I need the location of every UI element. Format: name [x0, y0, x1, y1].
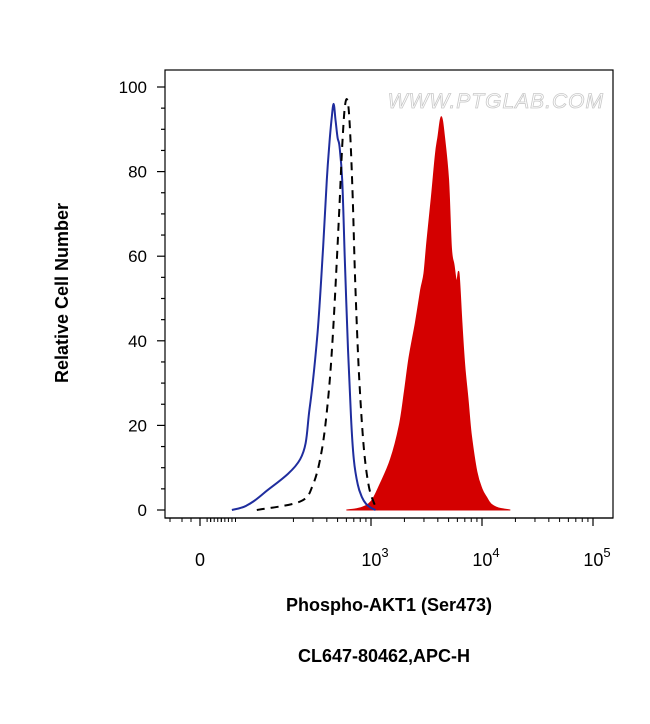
x-tick-label: 103: [361, 545, 388, 570]
y-tick-label: 100: [119, 78, 147, 97]
watermark: WWW.PTGLAB.COM: [388, 90, 604, 113]
x-tick-label: 105: [583, 545, 610, 570]
x-axis-label-2: CL647-80462,APC-H: [298, 646, 470, 666]
y-axis-label: Relative Cell Number: [52, 203, 72, 383]
y-tick-label: 0: [138, 501, 147, 520]
x-axis-label: Phospho-AKT1 (Ser473): [286, 595, 492, 615]
y-tick-label: 60: [128, 247, 147, 266]
histogram-series-1: [231, 102, 377, 511]
x-tick-label: 104: [472, 545, 499, 570]
histogram-series-2: [256, 98, 379, 511]
y-tick-label: 40: [128, 332, 147, 351]
histogram-series-0: [346, 116, 511, 511]
y-tick-label: 80: [128, 163, 147, 182]
x-tick-label: 0: [195, 550, 205, 570]
y-tick-label: 20: [128, 416, 147, 435]
